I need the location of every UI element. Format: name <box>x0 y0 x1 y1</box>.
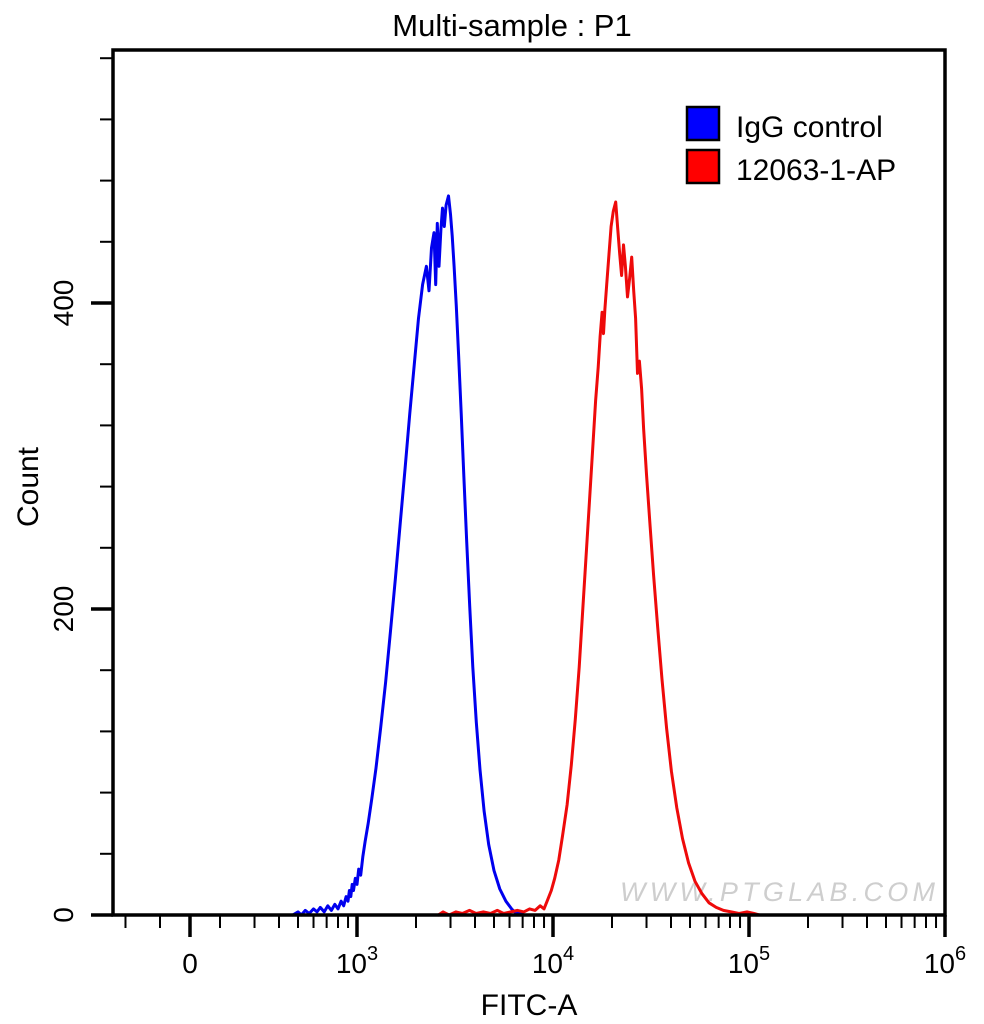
igg-control-curve <box>291 194 526 917</box>
y-tick-label: 400 <box>48 280 79 327</box>
legend-swatch-red <box>685 148 721 185</box>
x-tick-label: 105 <box>728 943 770 979</box>
legend-item-12063-1-ap: 12063-1-AP <box>685 148 896 187</box>
x-tick-label: 103 <box>336 943 378 979</box>
chart-title: Multi-sample : P1 <box>392 8 631 43</box>
watermark: WWW.PTGLAB.COM <box>620 877 938 907</box>
x-tick-label: 104 <box>532 943 574 979</box>
axis-tick-labels: 0 103 104 105 106 0 200 400 <box>48 280 966 979</box>
y-axis-label: Count <box>12 446 45 527</box>
y-tick-label: 0 <box>48 907 79 923</box>
legend-swatch-blue <box>685 105 721 142</box>
legend-item-igg-control: IgG control <box>685 105 883 144</box>
y-tick-label: 200 <box>48 586 79 633</box>
legend: IgG control 12063-1-AP <box>685 105 896 187</box>
legend-label-igg-control: IgG control <box>736 111 883 144</box>
x-tick-label: 0 <box>182 948 198 979</box>
antibody-12063-1-ap-curve <box>436 200 761 917</box>
plot-frame <box>111 48 947 917</box>
x-axis-label: FITC-A <box>481 989 578 1022</box>
legend-label-12063-1-ap: 12063-1-AP <box>736 154 896 187</box>
axis-ticks <box>91 57 947 937</box>
histogram-curves <box>291 194 761 917</box>
x-tick-label: 106 <box>924 943 966 979</box>
